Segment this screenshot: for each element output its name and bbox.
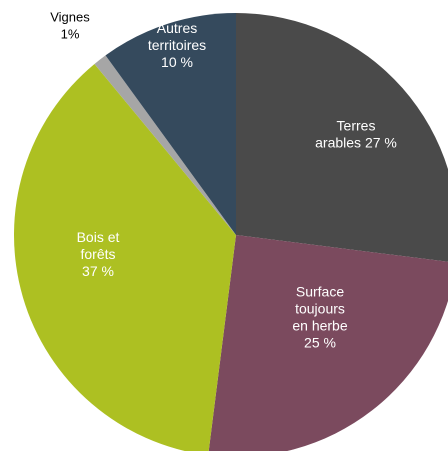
slice-label-line: toujours: [295, 301, 345, 317]
slice-label-3: Vignes 1%: [50, 10, 90, 42]
slice-label-line: 10 %: [161, 54, 193, 70]
slice-label-line: territoires: [148, 37, 206, 53]
pie-labels: Terres arables 27 % Surface toujours en herb…: [50, 10, 397, 351]
slice-label-2: Bois et forêts 37 %: [77, 229, 120, 279]
pie-slice-3: [94, 55, 237, 236]
pie-slice-4: [105, 13, 236, 235]
pie-slice-2: [14, 63, 236, 451]
slice-label-1: Surface toujours en herbe 25 %: [292, 284, 347, 351]
pie-slices: [14, 13, 448, 451]
slice-label-line: Bois et: [77, 229, 120, 245]
slice-label-line: Surface: [296, 284, 344, 300]
slice-label-line: 25 %: [304, 335, 336, 351]
slice-label-0: Terres arables 27 %: [315, 118, 397, 151]
slice-label-line: forêts: [80, 246, 115, 262]
slice-label-4: Autres territoires 10 %: [148, 20, 206, 70]
slice-label-line: Terres: [337, 118, 376, 134]
slice-label-line: en herbe: [292, 318, 347, 334]
slice-label-line: 37 %: [82, 263, 114, 279]
slice-label-line: 1%: [61, 27, 80, 42]
pie-slice-1: [208, 235, 448, 451]
slice-label-line: Vignes: [50, 10, 90, 25]
slice-label-line: Autres: [157, 20, 197, 36]
pie-slice-0: [236, 13, 448, 262]
slice-label-line: arables 27 %: [315, 135, 397, 151]
